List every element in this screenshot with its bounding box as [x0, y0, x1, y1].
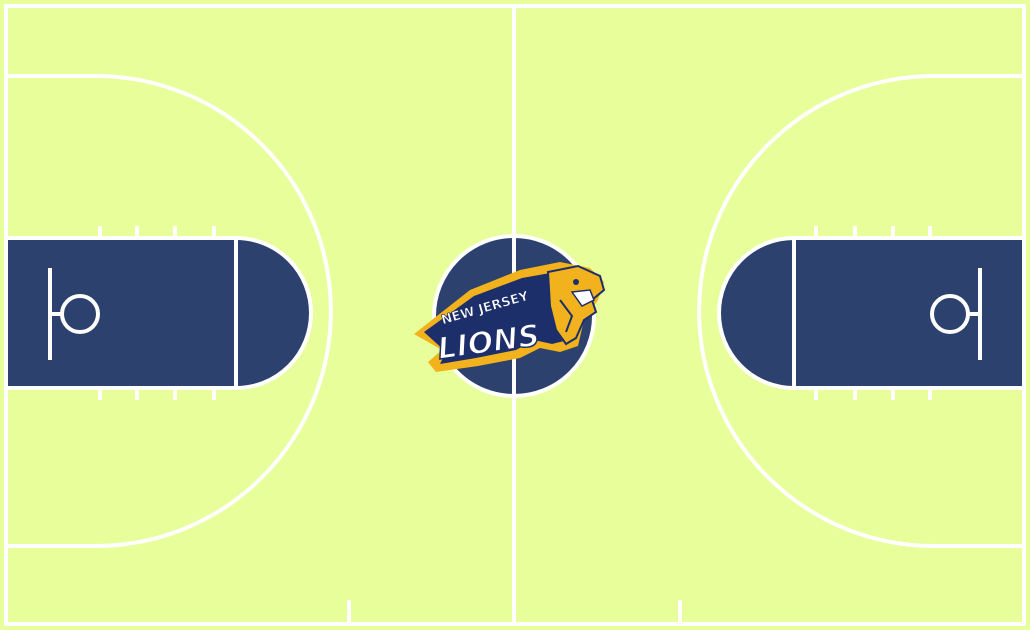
right-free-throw-circle	[717, 236, 795, 390]
left-lane-paint	[8, 238, 236, 388]
right-key-semicircle	[719, 238, 794, 388]
center-circle	[432, 234, 596, 398]
left-free-throw-circle	[235, 236, 313, 390]
left-rim	[60, 294, 100, 334]
left-key-semicircle	[236, 238, 311, 388]
left-lane-outline	[6, 236, 238, 390]
lion-head-icon	[546, 264, 606, 346]
right-lane-outline	[792, 236, 1024, 390]
right-lane-hash-marks	[814, 226, 932, 400]
left-three-point-line	[6, 74, 333, 548]
left-lane-hash-marks	[98, 226, 216, 400]
right-lane-paint	[794, 238, 1022, 388]
right-rim	[930, 294, 970, 334]
right-three-point-line	[697, 74, 1024, 548]
